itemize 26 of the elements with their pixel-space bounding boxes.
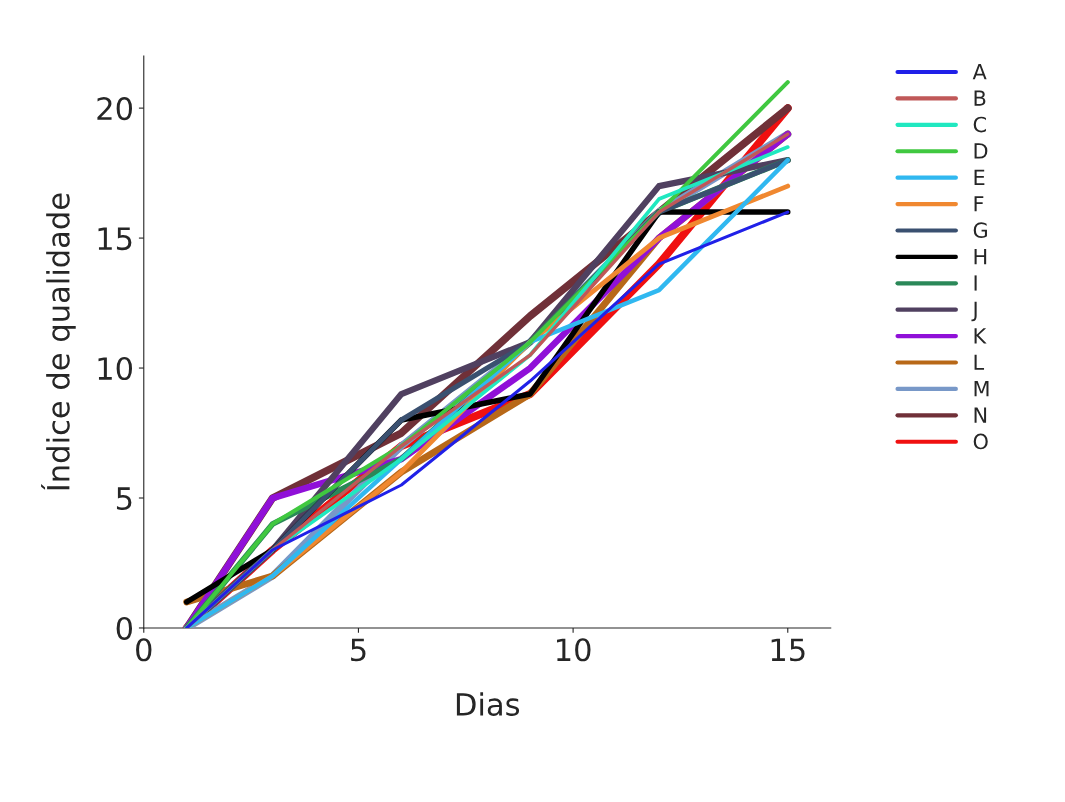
y-tick-label: 20 (97, 97, 133, 121)
legend-label: K (974, 328, 987, 344)
x-tick-label: 0 (136, 638, 152, 662)
legend-label: F (974, 196, 984, 212)
legend-label: H (974, 248, 987, 265)
legend-label: I (974, 275, 977, 291)
legend-label: J (971, 301, 977, 322)
legend-label: B (974, 90, 986, 106)
legend-label: A (972, 64, 987, 80)
y-tick-label: 15 (98, 227, 132, 251)
y-tick-label: 10 (98, 356, 133, 381)
legend-label: C (973, 116, 986, 133)
x-tick-label: 15 (771, 638, 805, 662)
x-tick-label: 10 (557, 638, 591, 662)
legend-label: O (973, 433, 988, 450)
y-tick-label: 5 (116, 487, 132, 511)
x-tick-label: 5 (351, 638, 366, 662)
legend-label: M (974, 381, 989, 397)
legend-label: G (973, 222, 987, 239)
y-tick-label: 0 (116, 616, 133, 641)
legend-label: L (974, 354, 985, 370)
legend-label: N (974, 407, 987, 423)
legend-label: E (974, 169, 985, 185)
x-axis-title: Dias (456, 692, 520, 716)
y-axis-title: Índice de qualidade (41, 193, 76, 490)
legend-label: D (974, 143, 988, 159)
